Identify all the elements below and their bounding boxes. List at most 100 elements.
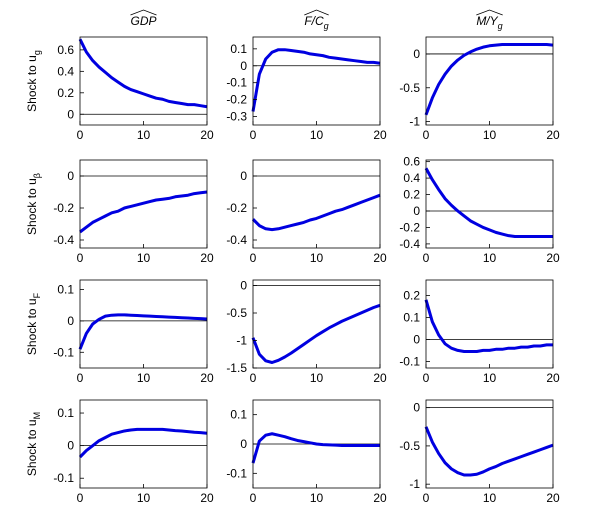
row-label: Shock to uF xyxy=(25,292,42,355)
x-tick-label: 0 xyxy=(423,371,430,385)
x-tick-label: 20 xyxy=(200,251,214,265)
title-text: F/C xyxy=(304,14,324,28)
response-line xyxy=(251,193,381,232)
y-tick-label: -0.5 xyxy=(226,306,247,320)
y-tick-label: 0.6 xyxy=(57,43,74,57)
y-tick-label: 0 xyxy=(240,279,247,293)
y-tick-label: -0.1 xyxy=(399,354,420,368)
x-tick-label: 0 xyxy=(423,491,430,505)
y-tick-label: 0 xyxy=(67,169,74,183)
x-tick-label: 0 xyxy=(423,251,430,265)
y-tick-label: -0.2 xyxy=(399,220,420,234)
y-tick-label: 0.1 xyxy=(230,408,247,422)
y-tick-label: -0.2 xyxy=(53,201,74,215)
x-tick-label: 20 xyxy=(373,371,387,385)
response-line xyxy=(251,48,381,112)
y-tick-label: 0 xyxy=(240,437,247,451)
x-tick-label: 10 xyxy=(483,251,497,265)
axes-frame xyxy=(425,399,554,489)
y-tick-label: -1 xyxy=(236,334,247,348)
y-tick-label: -1 xyxy=(409,477,420,491)
x-tick-label: 20 xyxy=(373,128,387,142)
y-tick-label: 0.4 xyxy=(403,171,420,185)
response-line xyxy=(78,427,208,459)
title-hat xyxy=(304,9,329,16)
y-tick-label: 0 xyxy=(413,332,420,346)
y-tick-label: -0.4 xyxy=(53,233,74,247)
y-tick-label: 0 xyxy=(413,47,420,61)
axes-frame xyxy=(425,279,554,369)
axes-frame xyxy=(252,279,381,369)
response-line xyxy=(424,426,554,477)
y-tick-label: -0.1 xyxy=(53,345,74,359)
x-tick-label: 10 xyxy=(310,251,324,265)
x-tick-label: 0 xyxy=(77,128,84,142)
y-tick-label: 0 xyxy=(67,314,74,328)
y-tick-label: -0.4 xyxy=(399,237,420,251)
x-tick-label: 0 xyxy=(250,491,257,505)
axes-frame xyxy=(425,159,554,249)
response-line xyxy=(251,303,381,364)
y-tick-label: 0 xyxy=(413,204,420,218)
axes-frame xyxy=(252,36,381,126)
x-tick-label: 0 xyxy=(250,371,257,385)
x-tick-label: 20 xyxy=(373,491,387,505)
x-tick-label: 0 xyxy=(77,491,84,505)
y-tick-label: 0.2 xyxy=(57,86,74,100)
response-line xyxy=(79,190,208,234)
axes-frame xyxy=(79,279,208,369)
y-tick-label: 0.1 xyxy=(57,406,74,420)
row-label-text: Shock to u xyxy=(25,419,39,476)
response-line xyxy=(251,432,380,464)
axes-frame xyxy=(79,36,208,126)
x-tick-label: 10 xyxy=(137,491,151,505)
y-tick-label: 0 xyxy=(240,59,247,73)
x-tick-label: 20 xyxy=(546,251,560,265)
y-tick-label: 0 xyxy=(240,169,247,183)
row-label: Shock to uM xyxy=(25,412,42,476)
row-label-subscript: g xyxy=(32,50,42,55)
axes-frame xyxy=(425,36,554,126)
x-tick-label: 10 xyxy=(310,128,324,142)
y-tick-label: 0.1 xyxy=(57,282,74,296)
row-label-subscript: F xyxy=(32,292,42,298)
y-tick-label: -0.2 xyxy=(226,201,247,215)
y-tick-label: -0.5 xyxy=(399,439,420,453)
response-line xyxy=(78,38,208,109)
y-tick-label: 0 xyxy=(67,107,74,121)
x-tick-label: 10 xyxy=(310,491,324,505)
axes-frame xyxy=(79,399,208,489)
y-tick-label: -0.2 xyxy=(226,93,247,107)
x-tick-label: 20 xyxy=(200,491,214,505)
panel-title: F/Cg xyxy=(304,14,328,31)
title-text: GDP xyxy=(130,14,156,28)
y-tick-label: 0.1 xyxy=(403,310,420,324)
y-tick-label: -0.4 xyxy=(226,233,247,247)
response-line xyxy=(424,167,553,238)
response-line xyxy=(424,42,554,116)
row-label-text: Shock to u xyxy=(25,55,39,112)
response-line xyxy=(424,299,553,353)
y-tick-label: 0 xyxy=(67,439,74,453)
y-tick-label: -1 xyxy=(409,115,420,129)
panel-title: M/Yg xyxy=(476,14,502,31)
y-tick-label: 0.2 xyxy=(403,288,420,302)
y-tick-label: -1.5 xyxy=(226,361,247,375)
y-tick-label: -0.1 xyxy=(53,471,74,485)
y-tick-label: 0.2 xyxy=(403,188,420,202)
x-tick-label: 10 xyxy=(483,491,497,505)
row-label-subscript: β xyxy=(32,173,42,178)
title-subscript: g xyxy=(324,21,329,31)
x-tick-label: 20 xyxy=(200,128,214,142)
y-tick-label: -0.3 xyxy=(226,110,247,124)
x-tick-label: 0 xyxy=(250,251,257,265)
x-tick-label: 20 xyxy=(373,251,387,265)
y-tick-label: -0.1 xyxy=(226,76,247,90)
x-tick-label: 20 xyxy=(200,371,214,385)
y-tick-label: 0 xyxy=(413,401,420,415)
x-tick-label: 10 xyxy=(137,371,151,385)
x-tick-label: 10 xyxy=(483,371,497,385)
title-subscript: g xyxy=(498,21,503,31)
x-tick-label: 10 xyxy=(137,128,151,142)
